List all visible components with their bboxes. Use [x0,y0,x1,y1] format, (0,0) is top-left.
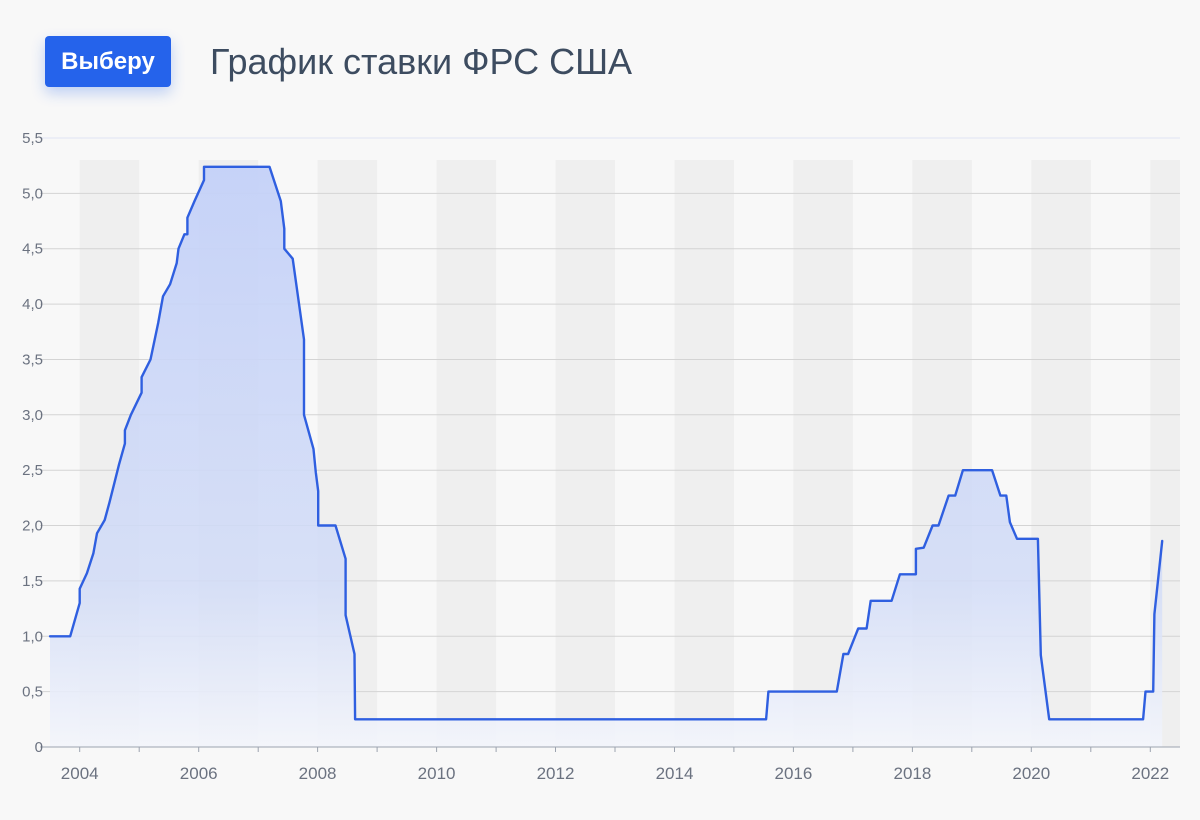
x-tick-label: 2018 [893,764,931,783]
page-title: График ставки ФРС США [210,41,633,82]
y-tick-label: 5,0 [22,185,43,202]
y-tick-label: 0,5 [22,684,43,701]
series-line [48,165,1164,721]
x-tick-label: 2010 [418,764,456,783]
x-tick-label: 2012 [537,764,575,783]
x-tick-label: 2016 [774,764,812,783]
x-tick-label: 2014 [656,764,694,783]
year-band [674,160,734,747]
y-tick-label: 1,0 [22,628,43,645]
x-axis [40,746,1180,752]
y-tick-label: 2,0 [22,518,43,535]
year-band [436,160,497,747]
y-axis-ticks: 0 0,5 1,0 1,5 2,0 2,5 3,0 3,5 4,0 4,5 5,0 5,5 [22,130,43,756]
x-tick-label: 2004 [61,764,99,783]
y-tick-label: 0 [35,739,43,756]
x-tick-label: 2020 [1012,764,1050,783]
y-tick-label: 4,5 [22,241,43,258]
x-tick-label: 2022 [1131,764,1169,783]
y-tick-label: 1,5 [22,573,43,590]
y-tick-label: 2,5 [22,462,43,479]
header: Выберу График ставки ФРС США [0,0,1200,110]
brand-button[interactable]: Выберу [45,36,171,87]
year-band [555,160,615,747]
year-band [793,160,853,747]
y-tick-label: 3,0 [22,407,43,424]
y-tick-label: 4,0 [22,296,43,313]
y-tick-label: 3,5 [22,352,43,369]
x-tick-label: 2008 [299,764,337,783]
y-tick-label: 5,5 [22,130,43,147]
x-tick-label: 2006 [180,764,218,783]
series-line-group [48,165,1164,721]
x-axis-ticks: 2004 2006 2008 2010 2012 2014 2016 2018 2020 2022 [61,764,1169,783]
